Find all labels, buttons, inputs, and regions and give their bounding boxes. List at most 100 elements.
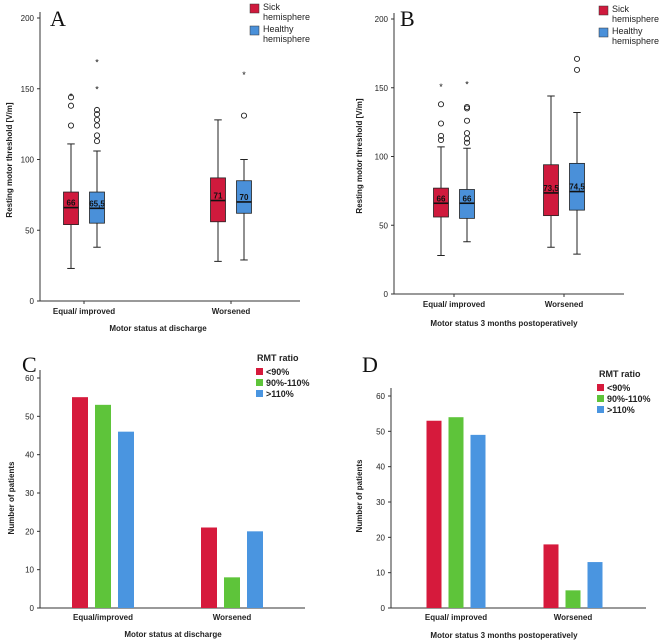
y-tick-label: 50: [376, 427, 385, 436]
y-tick-label: 0: [381, 604, 386, 613]
legend-d: RMT ratio <90%90%-110%>110%: [597, 369, 651, 415]
legend-swatch: [598, 5, 609, 16]
box: [569, 162, 585, 211]
y-tick-label: 100: [21, 156, 35, 165]
y-tick-label: 30: [376, 498, 385, 507]
legend-label: 90%-110%: [607, 394, 651, 404]
legend-label: Sick hemisphere: [263, 2, 310, 22]
outlier-star: *: [242, 70, 246, 80]
median-label: 71: [214, 192, 223, 201]
x-tick-label: Equal/ improved: [423, 300, 485, 309]
marks-b: 66 * 73,5 66 * 74,5: [433, 55, 585, 256]
legend-label: 90%-110%: [266, 378, 310, 388]
legend-c: RMT ratio <90%90%-110%>110%: [256, 353, 310, 399]
outlier-circle: [437, 132, 445, 139]
legend-label: Sick hemisphere: [612, 4, 659, 24]
legend-label: <90%: [266, 367, 289, 377]
x-axis-label-c: Motor status at discharge: [124, 630, 222, 639]
x-axis-label-d: Motor status 3 months postoperatively: [430, 631, 578, 640]
outlier-circle: [573, 66, 581, 73]
outlier-circle: [93, 111, 101, 118]
axes-b: 0 50 100 150 200 Equal/ improved Worsened: [375, 13, 624, 309]
legend-label: <90%: [607, 383, 630, 393]
median-label: 70: [240, 193, 249, 202]
y-tick-label: 10: [376, 569, 385, 578]
bar: [565, 590, 581, 608]
outlier-circle: [463, 103, 471, 111]
bar: [470, 434, 486, 608]
bar: [543, 544, 559, 608]
outlier-circle: [93, 122, 101, 129]
x-tick-label: Equal/improved: [73, 613, 133, 622]
legend-swatch: [597, 395, 604, 402]
outlier-star: *: [95, 57, 99, 67]
x-axis-label-a: Motor status at discharge: [109, 324, 207, 333]
x-tick-label: Worsened: [554, 613, 593, 622]
y-tick-label: 200: [21, 14, 35, 23]
median-label: 66: [67, 199, 76, 208]
outlier-circle: [93, 116, 101, 123]
bar: [224, 577, 240, 608]
chart-d: D 0 10 20 30 40 50 60 Equal/ improved Worsened R…: [355, 352, 651, 640]
legend-swatch: [598, 27, 609, 38]
bar: [118, 431, 134, 608]
legend-swatch: [597, 384, 604, 391]
outlier-star: *: [439, 82, 443, 92]
bar: [247, 531, 263, 608]
legend-title: RMT ratio: [599, 369, 641, 379]
outlier-circle: [573, 55, 581, 62]
legend-swatch: [249, 3, 260, 14]
legend-swatch: [249, 25, 260, 36]
outlier-star: *: [69, 91, 73, 101]
outlier-circle: [93, 138, 101, 145]
legend-swatch: [256, 379, 263, 386]
outlier-circle: [463, 139, 471, 146]
chart-c: C 0 10 20 30 40 50 60 Equal/improved Worsened RM…: [7, 352, 310, 639]
outlier-star: *: [95, 84, 99, 94]
panel-letter-d: D: [362, 352, 378, 377]
y-axis-label-a: Resting motor threshold [V/m]: [5, 102, 14, 217]
y-tick-label: 0: [384, 290, 389, 299]
bar: [201, 527, 217, 608]
marks-d: [426, 417, 603, 608]
chart-b: B 0 50 100 150 200 Equal/ improved Worsened 66…: [355, 4, 659, 328]
y-tick-label: 50: [25, 226, 34, 235]
outlier-circle: [93, 132, 101, 139]
bar: [426, 420, 442, 608]
legend-swatch: [256, 368, 263, 375]
y-tick-label: 60: [25, 374, 34, 383]
outlier-circle: [437, 101, 445, 108]
y-tick-label: 10: [25, 566, 34, 575]
panel-letter-c: C: [22, 352, 37, 377]
bar: [72, 397, 88, 608]
y-tick-label: 50: [379, 221, 388, 230]
bar: [587, 562, 603, 608]
y-tick-label: 150: [21, 85, 35, 94]
y-tick-label: 40: [25, 451, 34, 460]
x-tick-label: Worsened: [545, 300, 584, 309]
outlier-star: *: [465, 79, 469, 89]
x-tick-label: Worsened: [212, 307, 251, 316]
y-axis-label-c: Number of patients: [7, 461, 16, 534]
y-tick-label: 60: [376, 392, 385, 401]
y-tick-label: 100: [375, 153, 389, 162]
median-label: 66: [437, 194, 446, 203]
box: [236, 180, 252, 214]
axes-a: 0 50 100 150 200 Equal/ improved Worsened: [21, 12, 300, 316]
panel-letter-b: B: [400, 6, 415, 31]
median-label: 65,5: [89, 199, 105, 208]
panel-letter-a: A: [50, 6, 66, 31]
median-label: 73,5: [543, 184, 559, 193]
y-tick-label: 40: [376, 463, 385, 472]
y-axis-label-b: Resting motor threshold [V/m]: [355, 98, 364, 213]
y-tick-label: 30: [25, 489, 34, 498]
bar: [95, 404, 111, 608]
y-tick-label: 50: [25, 412, 34, 421]
x-tick-label: Equal/ improved: [53, 307, 115, 316]
outlier-circle: [67, 122, 75, 129]
legend-swatch: [256, 390, 263, 397]
outlier-circle: [463, 117, 471, 124]
y-axis-label-d: Number of patients: [355, 459, 364, 532]
x-tick-label: Worsened: [213, 613, 252, 622]
box: [543, 164, 559, 217]
